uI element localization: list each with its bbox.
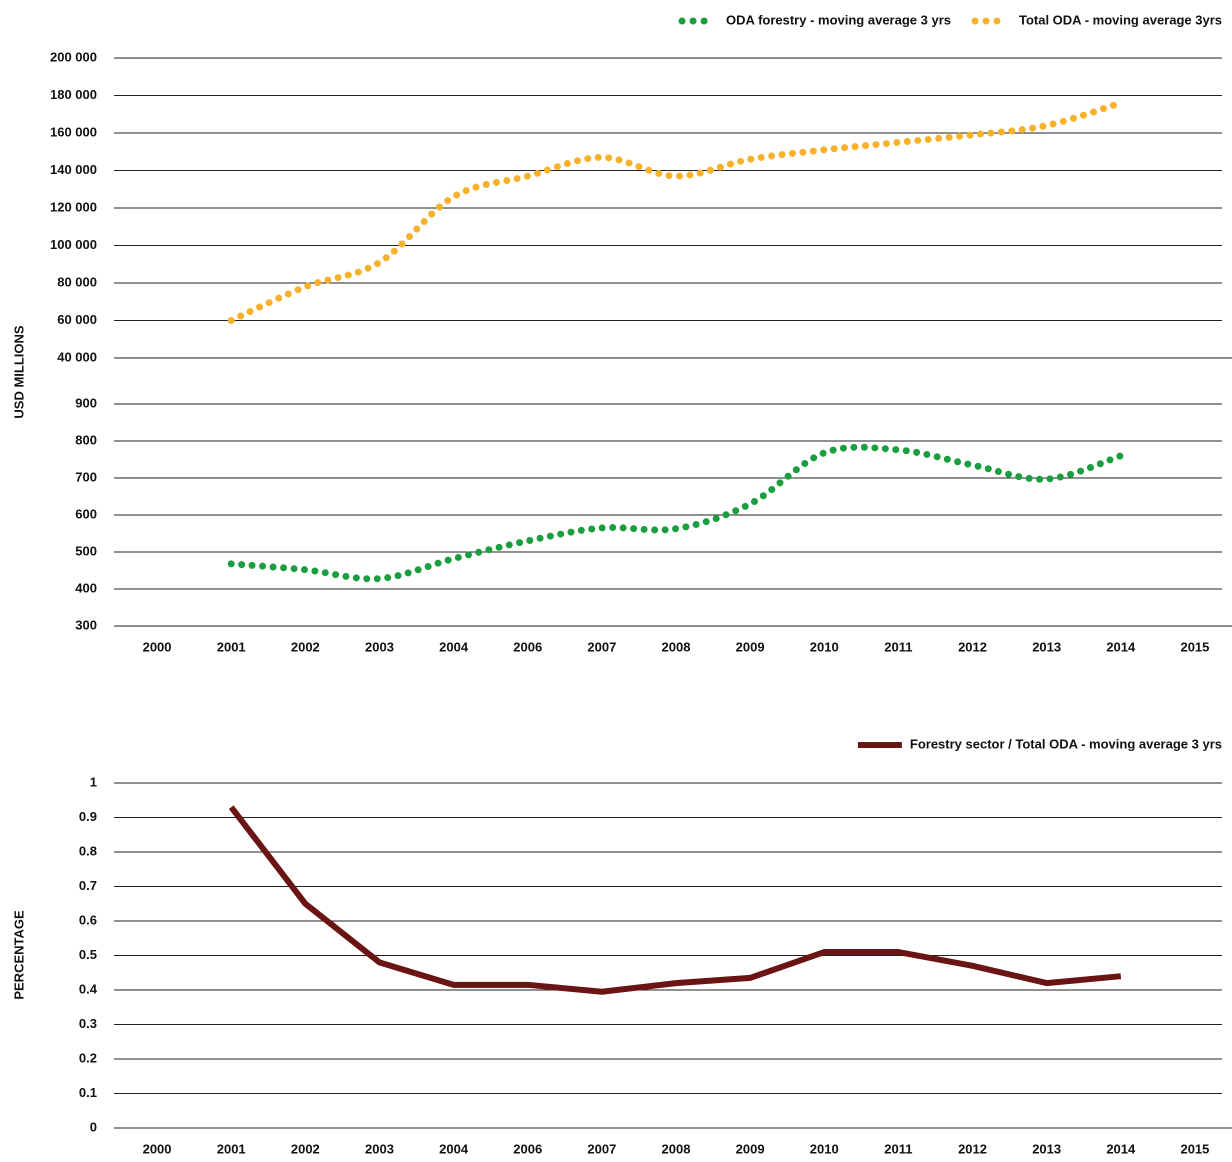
y-tick-label: 1 <box>90 774 97 789</box>
y-tick-label: 700 <box>75 469 97 484</box>
x-tick-label: 2015 <box>1180 639 1209 654</box>
x-tick-label: 2012 <box>958 639 987 654</box>
x-tick-label: 2003 <box>365 1141 394 1156</box>
x-tick-label: 2006 <box>513 1141 542 1156</box>
y-tick-label: 600 <box>75 506 97 521</box>
x-tick-label: 2009 <box>736 639 765 654</box>
x-tick-label: 2011 <box>884 1141 912 1156</box>
y-axis-label: PERCENTAGE <box>11 910 26 1000</box>
y-tick-label: 60 000 <box>57 312 97 327</box>
y-tick-label: 0 <box>90 1119 97 1134</box>
y-tick-label: 0.8 <box>79 843 97 858</box>
y-tick-label: 80 000 <box>57 274 97 289</box>
x-tick-label: 2014 <box>1106 1141 1136 1156</box>
x-tick-label: 2008 <box>662 639 691 654</box>
y-tick-label: 180 000 <box>50 87 97 102</box>
x-tick-label: 2006 <box>513 639 542 654</box>
x-tick-label: 2013 <box>1032 1141 1061 1156</box>
x-tick-label: 2010 <box>810 639 839 654</box>
y-tick-label: 800 <box>75 432 97 447</box>
x-tick-label: 2007 <box>587 1141 616 1156</box>
legend-label: Total ODA - moving average 3yrs <box>1019 12 1222 27</box>
y-tick-label: 0.4 <box>79 981 98 996</box>
y-tick-label: 140 000 <box>50 162 97 177</box>
x-tick-label: 2008 <box>662 1141 691 1156</box>
x-tick-label: 2002 <box>291 639 320 654</box>
y-tick-label: 900 <box>75 395 97 410</box>
x-tick-label: 2004 <box>439 1141 469 1156</box>
x-tick-label: 2004 <box>439 639 469 654</box>
x-tick-label: 2002 <box>291 1141 320 1156</box>
y-tick-label: 0.9 <box>79 809 97 824</box>
x-tick-label: 2000 <box>143 639 172 654</box>
x-tick-label: 2003 <box>365 639 394 654</box>
x-tick-label: 2013 <box>1032 639 1061 654</box>
y-tick-label: 200 000 <box>50 49 97 64</box>
x-tick-label: 2014 <box>1106 639 1136 654</box>
x-tick-label: 2007 <box>587 639 616 654</box>
y-axis-label: USD MILLIONS <box>11 325 26 418</box>
y-tick-label: 160 000 <box>50 124 97 139</box>
y-tick-label: 0.7 <box>79 878 97 893</box>
y-tick-label: 0.5 <box>79 947 97 962</box>
y-tick-label: 120 000 <box>50 199 97 214</box>
y-tick-label: 0.6 <box>79 912 97 927</box>
y-tick-label: 0.1 <box>79 1085 97 1100</box>
x-tick-label: 2015 <box>1180 1141 1209 1156</box>
x-tick-label: 2000 <box>143 1141 172 1156</box>
legend-label: Forestry sector / Total ODA - moving ave… <box>910 736 1222 751</box>
x-tick-label: 2009 <box>736 1141 765 1156</box>
x-tick-label: 2011 <box>884 639 912 654</box>
y-tick-label: 400 <box>75 580 97 595</box>
y-tick-label: 0.3 <box>79 1016 97 1031</box>
legend-label: ODA forestry - moving average 3 yrs <box>726 12 951 27</box>
x-tick-label: 2012 <box>958 1141 987 1156</box>
y-tick-label: 0.2 <box>79 1050 97 1065</box>
x-tick-label: 2001 <box>217 639 246 654</box>
y-tick-label: 40 000 <box>57 349 97 364</box>
y-tick-label: 300 <box>75 617 97 632</box>
x-tick-label: 2010 <box>810 1141 839 1156</box>
y-tick-label: 100 000 <box>50 237 97 252</box>
series-line <box>227 443 1125 583</box>
x-tick-label: 2001 <box>217 1141 246 1156</box>
series-line <box>227 99 1125 324</box>
series-line <box>228 805 1122 995</box>
y-tick-label: 500 <box>75 543 97 558</box>
